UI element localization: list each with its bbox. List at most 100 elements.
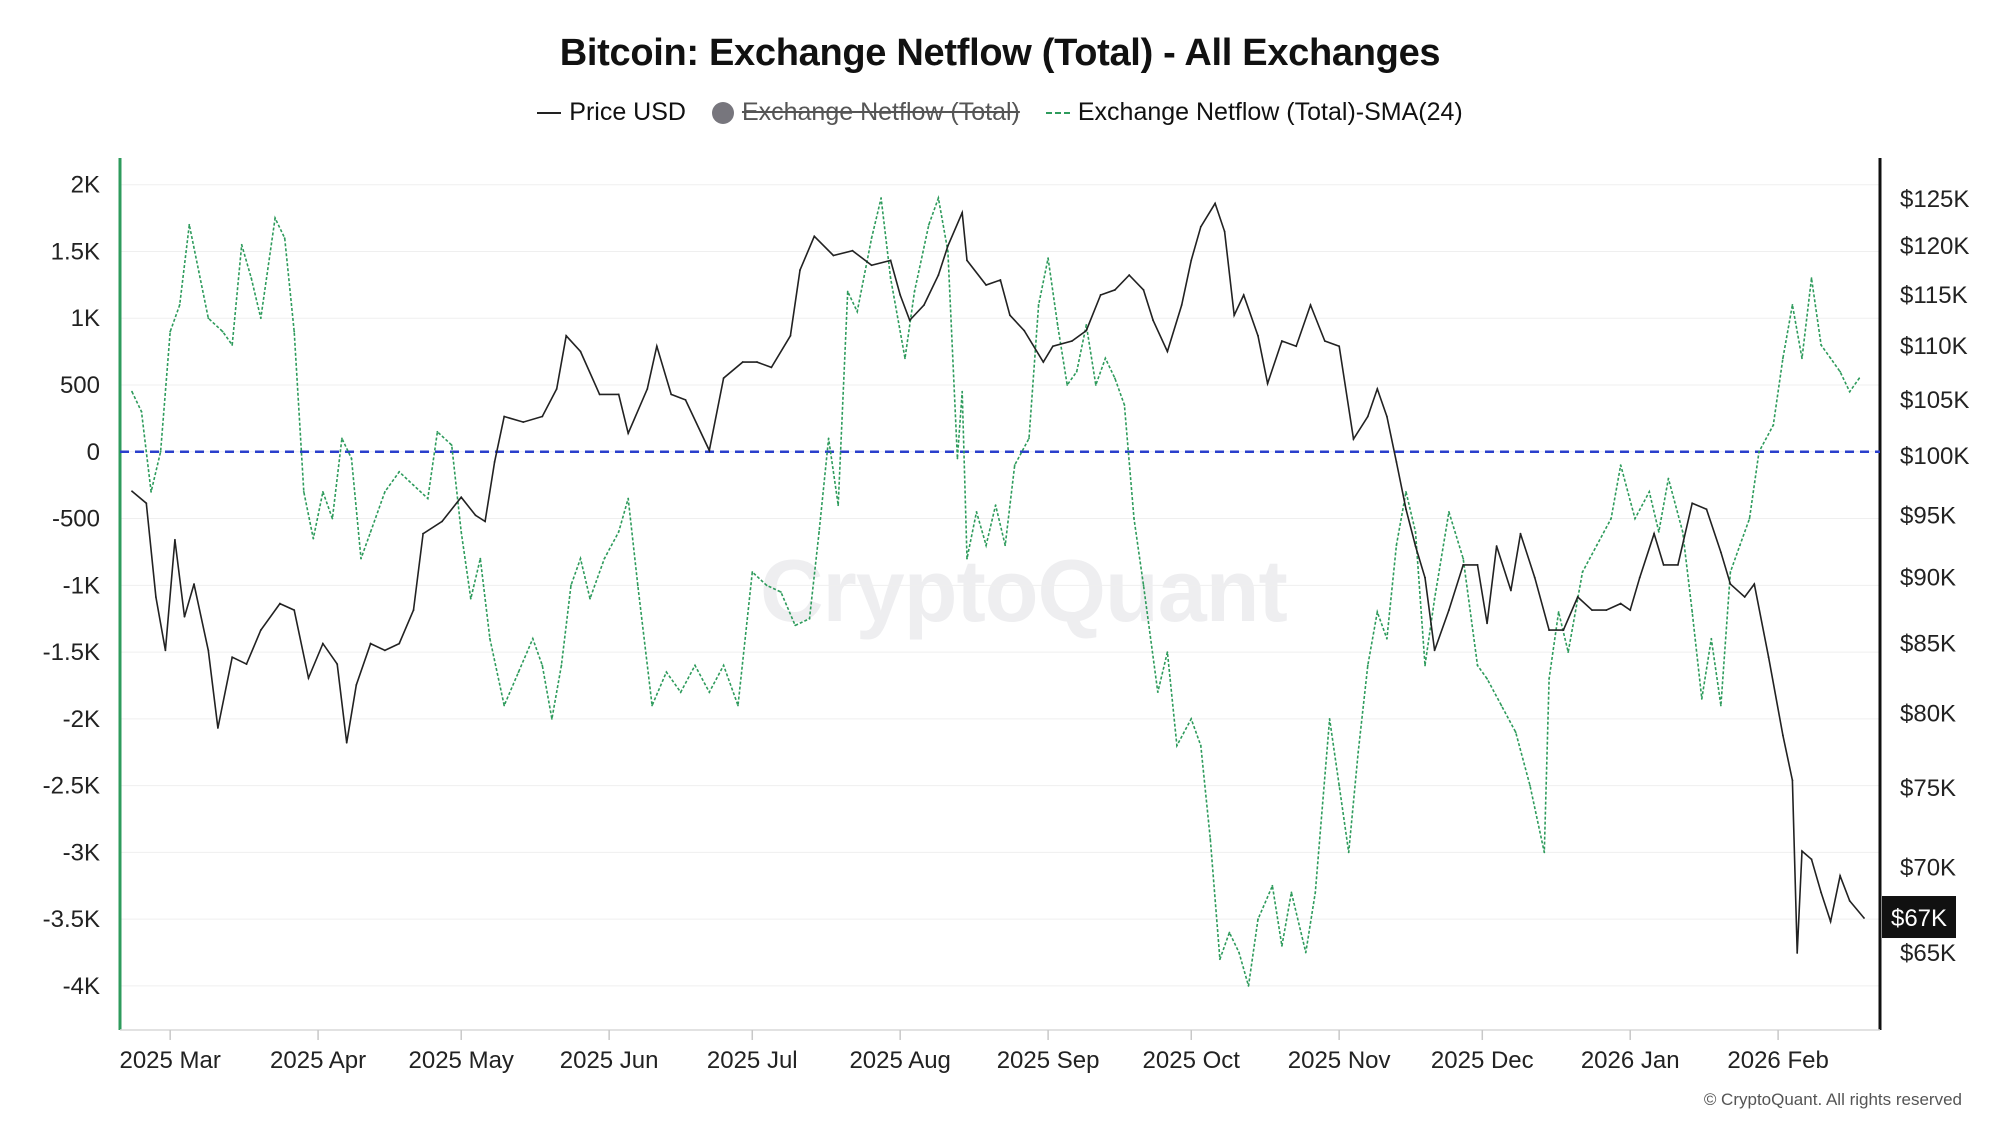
sma-point <box>579 557 582 560</box>
price-point <box>684 398 687 401</box>
price-point <box>899 294 902 296</box>
sma-point <box>1142 584 1145 587</box>
sma-point <box>1610 517 1613 520</box>
sma-point <box>794 624 797 627</box>
price-point <box>1605 609 1608 612</box>
sma-point <box>1719 704 1722 707</box>
sma-point <box>350 457 353 460</box>
legend-item-price[interactable]: Price USD <box>537 98 686 127</box>
price-point <box>1653 532 1655 535</box>
sma-point <box>1028 437 1030 440</box>
left-tick-label: -500 <box>52 506 100 533</box>
sma-point <box>765 584 768 587</box>
price-point <box>741 361 744 363</box>
sma-point <box>1004 544 1007 547</box>
price-point <box>279 602 281 605</box>
sma-point <box>722 664 725 667</box>
price-point <box>1385 415 1388 418</box>
price-point <box>1548 629 1550 631</box>
price-point <box>1848 900 1851 902</box>
sma-point <box>889 277 892 280</box>
sma-point <box>1133 517 1135 520</box>
sma-point <box>846 290 849 293</box>
price-point <box>154 596 157 598</box>
price-point <box>484 520 486 523</box>
price-point <box>1309 304 1312 306</box>
sma-point <box>321 490 324 493</box>
price-point <box>1190 259 1193 262</box>
sma-point <box>570 584 572 587</box>
price-point <box>813 235 816 238</box>
sma-series-line <box>131 195 1860 987</box>
sma-point <box>880 197 883 199</box>
sma-point <box>541 664 544 667</box>
price-point <box>1338 345 1341 348</box>
sma-point <box>1085 324 1088 326</box>
price-point <box>231 656 234 659</box>
sma-point <box>780 591 782 593</box>
legend-item-netflow[interactable]: Exchange Netflow (Total) <box>711 98 1020 127</box>
price-point <box>655 345 658 348</box>
price-point <box>412 609 415 612</box>
sma-point <box>1581 571 1584 573</box>
price-point <box>565 334 568 337</box>
price-point <box>1476 564 1479 566</box>
price-point <box>1295 345 1298 348</box>
price-point <box>345 741 348 744</box>
price-point <box>1810 858 1813 861</box>
x-tick-label: 2025 Oct <box>1143 1047 1241 1074</box>
sma-point <box>1218 958 1221 961</box>
legend-item-sma[interactable]: Exchange Netflow (Total)-SMA(24) <box>1045 98 1463 127</box>
sma-point <box>1113 377 1116 380</box>
sma-dash-swatch <box>1045 111 1070 114</box>
price-point <box>1180 304 1183 306</box>
price-point <box>1591 609 1593 612</box>
left-tick-label: 0 <box>87 439 100 466</box>
price-point <box>245 663 248 666</box>
price-point <box>1199 225 1202 228</box>
right-tick-label: $65K <box>1900 940 1956 967</box>
watermark: CryptoQuant <box>760 541 1288 640</box>
sma-point <box>1075 370 1078 373</box>
sma-point <box>589 597 591 600</box>
legend: Price USD Exchange Netflow (Total) Excha… <box>0 98 2000 127</box>
sma-point <box>188 223 191 226</box>
sma-point <box>488 637 491 640</box>
sma-point <box>331 517 334 520</box>
sma-point <box>517 671 520 674</box>
price-point <box>1023 329 1026 332</box>
sma-point <box>293 330 296 333</box>
sma-point <box>460 531 463 533</box>
price-point <box>1781 734 1784 737</box>
price-point <box>1662 564 1665 566</box>
sma-point <box>1405 490 1407 493</box>
price-point <box>1705 508 1708 511</box>
sma-point <box>1347 851 1350 854</box>
right-axis-ticks: $125K $120K $115K $110K $105K $100K $95K $90K $8… <box>1900 186 1969 967</box>
price-point <box>1791 779 1794 782</box>
price-point <box>617 393 620 396</box>
price-point <box>966 259 968 262</box>
sma-point <box>450 444 453 447</box>
price-point <box>756 361 758 363</box>
price-point <box>1099 294 1102 296</box>
price-point <box>460 496 463 499</box>
price-point <box>1533 576 1536 579</box>
price-point <box>336 663 339 666</box>
price-point <box>441 520 444 523</box>
price-point <box>579 350 582 353</box>
current-price-badge-bg <box>1882 896 1956 939</box>
copyright: © CryptoQuant. All rights reserved <box>1703 1090 1962 1109</box>
price-point <box>1128 274 1131 276</box>
price-point <box>1447 609 1450 612</box>
price-point <box>383 649 386 652</box>
price-point <box>722 377 725 380</box>
sma-point <box>694 664 696 667</box>
sma-point <box>283 237 286 240</box>
sma-point <box>994 504 997 507</box>
x-tick-label: 2025 Nov <box>1288 1047 1391 1074</box>
sma-point <box>837 504 840 507</box>
price-point <box>889 259 892 262</box>
right-tick-label: $100K <box>1900 443 1969 470</box>
sma-point <box>1739 544 1741 547</box>
